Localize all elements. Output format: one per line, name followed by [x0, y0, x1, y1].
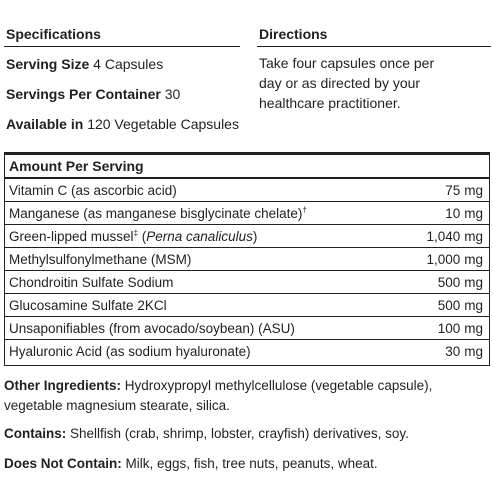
row-latin-name: Perna canaliculus — [146, 229, 253, 244]
row-name-open: ( — [138, 229, 147, 244]
serving-size-label: Serving Size — [6, 56, 90, 72]
row-amount-value: 10 — [445, 206, 461, 221]
other-ingredients-label: Other Ingredients: — [4, 378, 122, 393]
row-name: Unsaponifiables (from avocado/soybean) (… — [9, 321, 295, 336]
row-footnote-mark: † — [302, 205, 307, 215]
row-amount-value: 500 — [437, 298, 461, 313]
row-footnote-mark: ‡ — [133, 228, 139, 238]
row-amount-unit: mg — [464, 298, 483, 313]
amount-per-serving-table: Amount Per Serving Vitamin C (as ascorbi… — [4, 152, 490, 366]
contains-label: Contains: — [4, 426, 67, 441]
row-amount: 75 mg — [445, 179, 483, 202]
row-amount-value: 1,000 — [426, 252, 461, 267]
row-amount: 500 mg — [438, 294, 483, 317]
specifications-rule — [4, 46, 240, 47]
table-row: Vitamin C (as ascorbic acid) 75 mg — [5, 179, 489, 202]
row-name-text: Manganese (as manganese bisglycinate che… — [9, 206, 303, 221]
row-amount-value: 30 — [445, 344, 461, 359]
available-in-line: Available in 120 Vegetable Capsules — [6, 116, 239, 133]
row-amount: 1,000 mg — [426, 248, 483, 271]
row-name-close: ) — [252, 229, 258, 244]
table-header: Amount Per Serving — [9, 158, 144, 174]
row-amount: 30 mg — [445, 340, 483, 363]
available-in-label: Available in — [6, 116, 84, 132]
row-amount: 1,040 mg — [426, 225, 483, 248]
row-amount-value: 1,040 — [426, 229, 461, 244]
table-header-rule — [5, 177, 489, 179]
row-name: Chondroitin Sulfate Sodium — [9, 275, 174, 290]
table-row: Manganese (as manganese bisglycinate che… — [5, 202, 489, 225]
serving-size-value: 4 Capsules — [93, 56, 164, 72]
does-not-contain-text: Milk, eggs, fish, tree nuts, peanuts, wh… — [121, 456, 378, 471]
row-amount-unit: mg — [464, 206, 483, 221]
directions-rule — [257, 46, 491, 47]
row-name: Methylsulfonylmethane (MSM) — [9, 252, 192, 267]
table-row: Glucosamine Sulfate 2KCl 500 mg — [5, 294, 489, 317]
table-row: Methylsulfonylmethane (MSM) 1,000 mg — [5, 248, 489, 271]
row-amount-value: 75 — [445, 183, 461, 198]
row-amount-unit: mg — [464, 344, 483, 359]
other-ingredients-text: Hydroxypropyl methylcellulose (vegetable… — [4, 378, 433, 413]
row-amount: 10 mg — [445, 202, 483, 225]
servings-per-container-value: 30 — [164, 86, 181, 102]
row-amount: 100 mg — [438, 317, 483, 340]
table-row: Hyaluronic Acid (as sodium hyaluronate) … — [5, 340, 489, 363]
row-amount-value: 100 — [437, 321, 461, 336]
row-amount-unit: mg — [464, 275, 483, 290]
row-amount-unit: mg — [464, 321, 483, 336]
row-name: Green-lipped mussel‡ (Perna canaliculus) — [9, 225, 257, 248]
row-amount-unit: mg — [464, 183, 483, 198]
contains-text: Shellfish (crab, shrimp, lobster, crayfi… — [66, 426, 409, 441]
does-not-contain-label: Does Not Contain: — [4, 456, 122, 471]
specifications-title: Specifications — [6, 26, 101, 42]
row-amount-unit: mg — [464, 252, 483, 267]
directions-text: Take four capsules once per day or as di… — [259, 55, 435, 111]
table-row: Chondroitin Sulfate Sodium 500 mg — [5, 271, 489, 294]
row-name-text: Green-lipped mussel — [9, 229, 134, 244]
row-amount-unit: mg — [464, 229, 483, 244]
row-amount-value: 500 — [437, 275, 461, 290]
does-not-contain: Does Not Contain: Milk, eggs, fish, tree… — [4, 454, 484, 474]
other-ingredients: Other Ingredients: Hydroxypropyl methylc… — [4, 376, 484, 416]
row-name: Vitamin C (as ascorbic acid) — [9, 183, 177, 198]
row-name: Hyaluronic Acid (as sodium hyaluronate) — [9, 344, 251, 359]
directions-title: Directions — [259, 26, 328, 42]
row-name: Manganese (as manganese bisglycinate che… — [9, 202, 307, 225]
servings-per-container-line: Servings Per Container 30 — [6, 86, 180, 103]
contains: Contains: Shellfish (crab, shrimp, lobst… — [4, 424, 484, 444]
table-row: Unsaponifiables (from avocado/soybean) (… — [5, 317, 489, 340]
available-in-value: 120 Vegetable Capsules — [87, 116, 239, 132]
row-amount: 500 mg — [438, 271, 483, 294]
row-name: Glucosamine Sulfate 2KCl — [9, 298, 167, 313]
servings-per-container-label: Servings Per Container — [6, 86, 161, 102]
table-row: Green-lipped mussel‡ (Perna canaliculus)… — [5, 225, 489, 248]
serving-size-line: Serving Size 4 Capsules — [6, 56, 163, 73]
